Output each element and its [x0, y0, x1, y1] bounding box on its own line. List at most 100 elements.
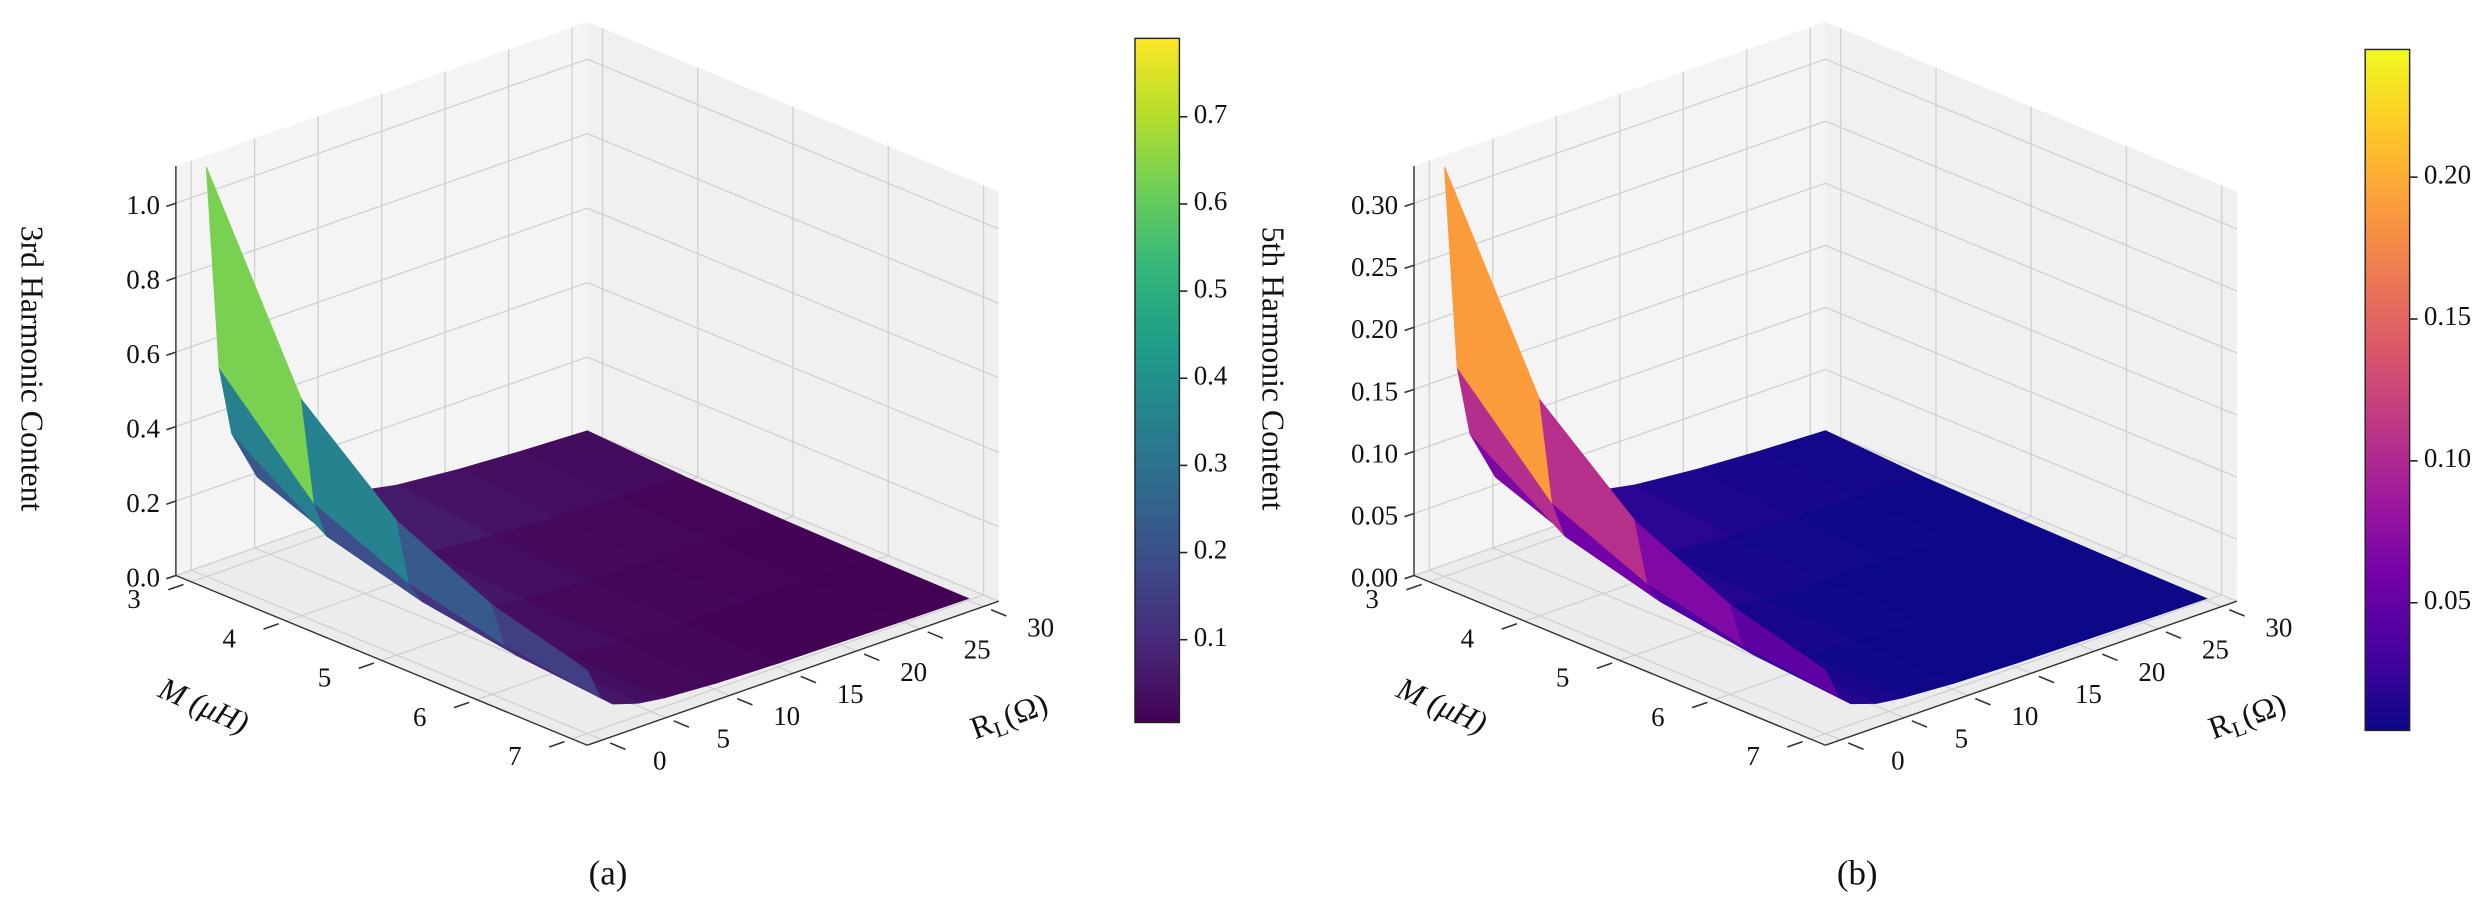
- y-tick-label: 7: [1746, 741, 1759, 771]
- surface-patch: [491, 603, 602, 699]
- x-tick: [1975, 697, 1991, 706]
- grid-line: [1825, 244, 2238, 416]
- z-tick: [1404, 512, 1415, 518]
- grid-line: [1825, 58, 2238, 230]
- colorbar-tick-label: 0.05: [2424, 585, 2471, 615]
- x-tick: [863, 653, 880, 662]
- z-axis-label: 5th Harmonic Content: [1256, 227, 1291, 511]
- grid-line: [1825, 306, 2238, 478]
- y-axis: [175, 574, 588, 746]
- z-tick-label: 0.00: [1351, 562, 1398, 592]
- grid-line: [175, 133, 588, 279]
- y-tick-label: 3: [1365, 584, 1378, 614]
- y-tick-label: 6: [413, 702, 426, 732]
- x-tick-label: 5: [716, 723, 729, 753]
- grid-line: [587, 281, 1000, 453]
- y-axis-label: M (μH): [153, 670, 254, 741]
- x-axis: [587, 600, 1000, 746]
- z-tick-label: 0.4: [126, 414, 160, 444]
- grid-line: [587, 207, 1000, 379]
- x-tick-label: 25: [2202, 635, 2229, 665]
- z-tick: [166, 351, 177, 357]
- grid-line: [1825, 430, 2238, 602]
- x-tick-label: 30: [2265, 612, 2292, 642]
- z-tick-label: 0.20: [1351, 314, 1398, 344]
- z-tick-label: 1.0: [126, 190, 160, 220]
- z-tick-label: 0.15: [1351, 376, 1398, 406]
- y-tick: [1501, 623, 1518, 630]
- colorbar-tick-label: 0.20: [2424, 159, 2471, 189]
- x-tick: [2229, 608, 2245, 617]
- grid-line: [175, 58, 588, 204]
- y-tick-label: 3: [127, 584, 140, 614]
- x-tick-label: 15: [837, 679, 864, 709]
- y-tick: [1596, 662, 1613, 670]
- z-tick: [1404, 574, 1415, 580]
- z-tick-label: 0.8: [126, 265, 160, 295]
- x-tick: [1911, 720, 1928, 728]
- y-tick: [263, 623, 280, 630]
- x-tick-label: 20: [2138, 657, 2165, 687]
- z-axis-label: 3rd Harmonic Content: [14, 226, 49, 512]
- x-tick: [1848, 742, 1864, 751]
- y-tick: [1787, 740, 1803, 748]
- x-tick: [736, 697, 753, 706]
- colorbar-tick-label: 0.4: [1194, 360, 1228, 390]
- colorbar: [2364, 48, 2411, 732]
- y-tick-label: 4: [222, 623, 236, 653]
- z-tick-label: 0.6: [126, 339, 160, 369]
- grid-line: [1825, 120, 2238, 292]
- y-tick: [167, 583, 184, 591]
- caption: (b): [1837, 853, 1878, 892]
- z-tick-label: 0.10: [1351, 438, 1398, 468]
- x-tick-label: 15: [2075, 679, 2102, 709]
- y-tick-label: 4: [1461, 623, 1475, 653]
- colorbar-tick-label: 0.3: [1194, 448, 1228, 478]
- colorbar-tick-label: 0.6: [1194, 186, 1228, 216]
- y-tick: [1691, 701, 1708, 709]
- x-tick: [2165, 631, 2182, 639]
- grid-line: [587, 356, 1000, 528]
- z-tick-label: 0.25: [1351, 252, 1398, 282]
- z-tick: [166, 425, 177, 431]
- z-tick: [1404, 202, 1415, 208]
- y-tick: [548, 740, 565, 748]
- x-tick-label: 25: [964, 635, 991, 665]
- z-tick: [166, 574, 177, 580]
- caption: (a): [589, 853, 628, 892]
- x-tick: [2038, 675, 2055, 684]
- y-axis: [1413, 574, 1826, 746]
- y-tick-label: 6: [1651, 702, 1664, 732]
- z-tick: [1404, 326, 1415, 332]
- x-tick-label: 30: [1027, 612, 1054, 642]
- x-tick-label: 0: [1891, 746, 1904, 776]
- z-tick: [166, 500, 177, 505]
- colorbar-tick-label: 0.15: [2424, 301, 2471, 331]
- y-tick: [1406, 583, 1422, 591]
- grid-line: [1825, 368, 2238, 540]
- x-tick-label: 0: [653, 746, 666, 776]
- grid-line: [1825, 182, 2238, 354]
- y-tick-label: 5: [1556, 663, 1569, 693]
- grid-line: [1413, 120, 1826, 266]
- x-tick: [609, 742, 626, 751]
- x-tick-label: 10: [2011, 701, 2038, 731]
- y-tick: [358, 662, 375, 670]
- grid-line: [175, 356, 588, 502]
- x-axis-label: RL(Ω): [2204, 686, 2292, 750]
- grid-line: [587, 430, 1000, 602]
- y-tick-label: 5: [318, 663, 331, 693]
- colorbar-tick-label: 0.7: [1194, 99, 1228, 129]
- grid-line: [1413, 58, 1826, 204]
- colorbar-tick-label: 0.10: [2424, 443, 2471, 473]
- x-tick: [2102, 653, 2118, 662]
- grid-line: [1413, 368, 1826, 515]
- x-axis: [1825, 600, 2238, 746]
- y-axis-label: M (μH): [1391, 670, 1492, 741]
- grid-line: [571, 594, 984, 740]
- z-tick: [166, 276, 177, 282]
- x-tick-label: 5: [1955, 723, 1968, 753]
- x-tick: [673, 720, 690, 728]
- grid-line: [587, 133, 1000, 304]
